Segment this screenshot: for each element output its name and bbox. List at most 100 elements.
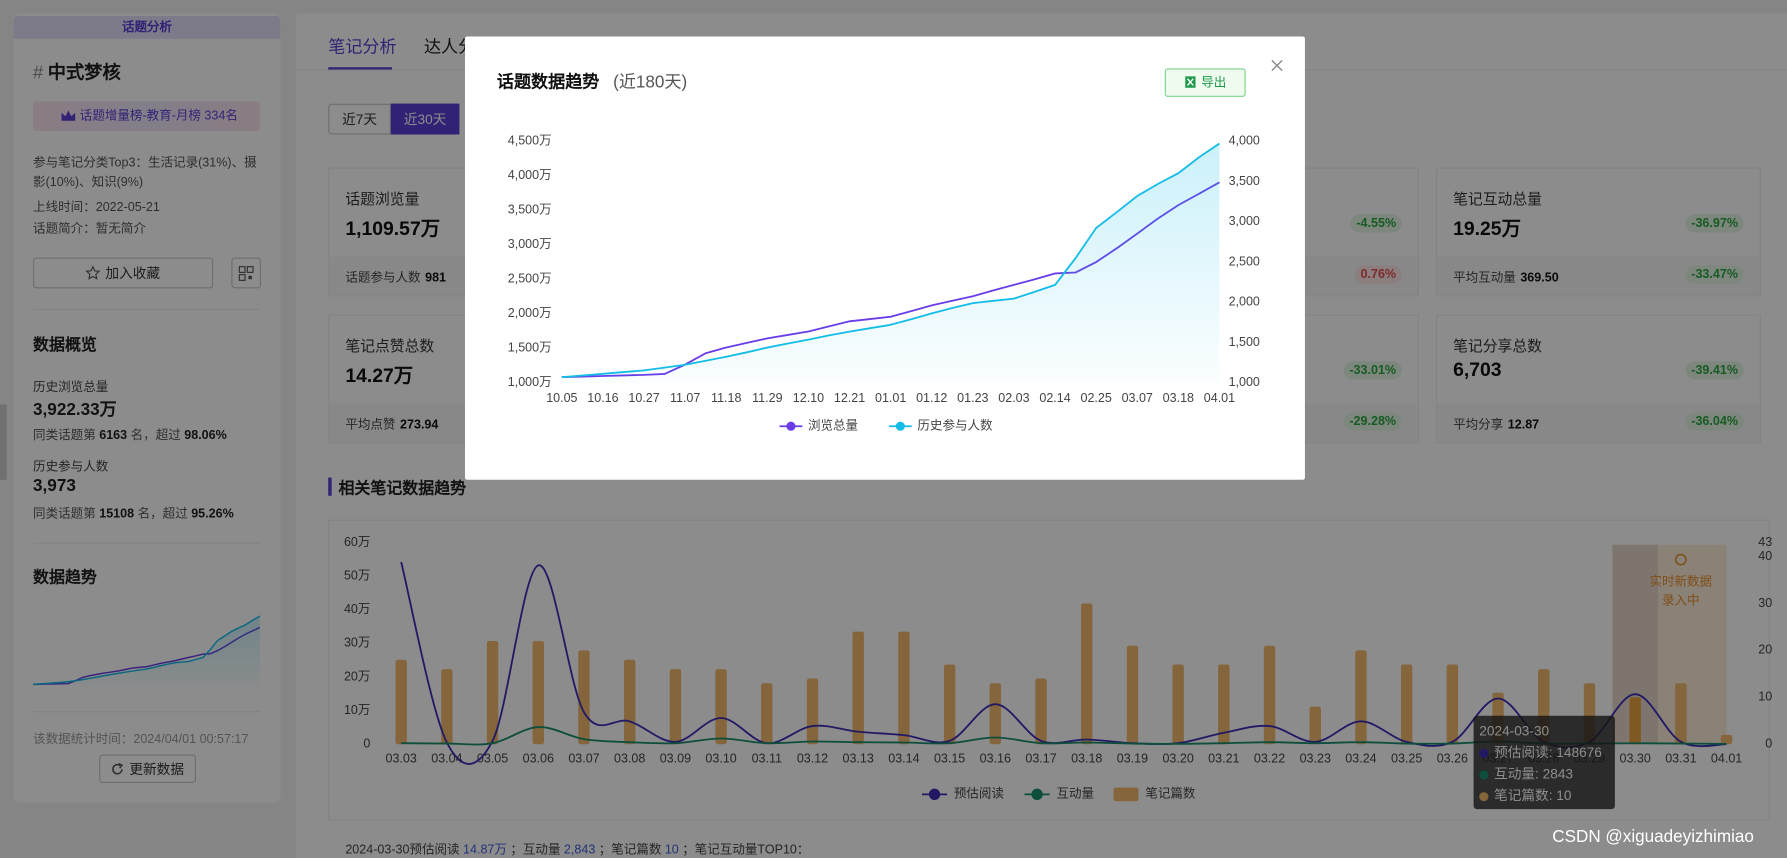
bar	[1035, 678, 1047, 745]
x-tick-label: 12.21	[834, 391, 865, 405]
bar	[1218, 664, 1230, 745]
card-pct: -33.01%	[1343, 361, 1402, 380]
card-title: 笔记互动总量	[1453, 190, 1542, 208]
x-tick-label: 04.01	[1204, 391, 1235, 405]
range-button[interactable]: 近7天	[328, 103, 391, 135]
bar	[1263, 645, 1276, 745]
annotation-line: 录入中	[1662, 594, 1700, 608]
online-text: 上线时间：2022-05-21	[33, 200, 160, 215]
legend-label: 预估阅读	[954, 787, 1004, 801]
close-button[interactable]	[1271, 59, 1283, 72]
overview-title: 数据概览	[33, 335, 97, 354]
bar	[1081, 603, 1093, 745]
rank-number: 6163	[99, 428, 128, 443]
x-tick-label: 03.14	[888, 751, 919, 765]
bar	[578, 650, 590, 745]
topic: # 中式梦核	[33, 57, 121, 84]
card-title: 笔记点赞总数	[345, 337, 435, 355]
favorite-button[interactable]: 加入收藏	[33, 257, 214, 289]
line	[561, 142, 1220, 379]
x-tick-label: 11.07	[670, 391, 700, 405]
x-tick-label: 03.24	[1345, 751, 1376, 765]
divider	[33, 308, 260, 310]
x-tick-label: 03.03	[385, 751, 416, 765]
update-button[interactable]: 更新数据	[99, 754, 197, 783]
legend-label: 浏览总量	[808, 418, 858, 433]
x-tick-label: 11.29	[752, 391, 782, 405]
qr-button[interactable]	[231, 257, 261, 289]
trend-title: 数据趋势	[33, 567, 97, 586]
categories-text: 参与笔记分类Top3：生活记录(31%)、摄影(10%)、知识(9%)	[33, 156, 257, 190]
update-text: 更新数据	[129, 761, 185, 778]
x-tick-label: 01.12	[916, 391, 947, 405]
tab-active[interactable]: 笔记分析	[328, 37, 397, 57]
bar	[1446, 664, 1459, 745]
card-title: 话题浏览量	[345, 190, 420, 208]
y2-tick-label: 3,500	[1229, 174, 1260, 188]
people-label: 历史参与人数	[33, 460, 109, 475]
card-sub-value: 369.50	[1520, 271, 1559, 285]
bar	[852, 631, 864, 745]
y-tick-label: 40万	[344, 602, 370, 616]
views-value: 3,922.33万	[33, 400, 117, 420]
range-button-active[interactable]: 近30天	[390, 103, 460, 135]
stat-card: 笔记互动总量 19.25万 -36.97% 平均互动量 369.50 -33.47%	[1435, 167, 1761, 297]
card-sub-pct: -29.28%	[1343, 412, 1402, 431]
export-button[interactable]: 导出	[1164, 68, 1246, 97]
y-tick-label: 1,500万	[508, 341, 552, 355]
x-tick-label: 03.31	[1665, 751, 1696, 765]
bar	[1126, 645, 1139, 745]
x-tick-label: 03.08	[614, 751, 645, 765]
crown-icon	[61, 110, 76, 121]
rank-banner: 话题增量榜-教育-月榜 334名	[33, 101, 260, 132]
y-tick-label: 2,500万	[508, 272, 552, 286]
x-tick-label: 03.18	[1163, 391, 1194, 405]
line	[32, 615, 261, 686]
refresh-icon	[112, 762, 124, 774]
bar	[486, 640, 499, 745]
rank-number: 15108	[99, 507, 135, 521]
card-sub-pct: -36.04%	[1685, 412, 1744, 431]
x-tick-label: 03.06	[523, 751, 554, 765]
card-value: 6,703	[1453, 358, 1502, 381]
x-tick-label: 03.09	[660, 751, 691, 765]
y-tick-label: 30万	[344, 636, 370, 650]
side-toggle[interactable]	[0, 404, 7, 480]
x-tick-label: 02.03	[998, 391, 1029, 405]
y2-tick-label: 43	[1758, 535, 1772, 549]
x-tick-label: 10.16	[587, 391, 618, 405]
card-sub: 平均分享 12.87	[1453, 415, 1539, 433]
card-sub-value: 12.87	[1507, 418, 1540, 432]
x-tick-label: 01.01	[875, 391, 906, 405]
summary-part: 2,843	[563, 843, 596, 858]
hash: #	[33, 63, 44, 84]
x-tick-label: 10.27	[628, 391, 659, 405]
card-sub-label: 平均点赞	[345, 418, 396, 432]
export-text: 导出	[1201, 76, 1226, 90]
card-sub-label: 话题参与人数	[345, 271, 421, 285]
line	[400, 561, 1727, 765]
chart-box	[328, 519, 1770, 821]
bar	[1400, 664, 1413, 745]
card-sub: 话题参与人数 981	[345, 268, 446, 286]
card-pct: -4.55%	[1350, 214, 1402, 233]
area	[561, 143, 1220, 383]
views-rank: 同类话题第 6163 名，超过 98.06%	[33, 425, 227, 443]
x-tick-label: 03.26	[1437, 751, 1468, 765]
bar	[715, 669, 727, 745]
x-tick-label: 03.17	[1025, 751, 1056, 765]
x-tick-label: 03.23	[1300, 751, 1331, 765]
rank-mid: 名，超过	[130, 428, 181, 443]
card-value: 19.25万	[1453, 217, 1521, 240]
y-tick-label: 0	[363, 737, 370, 751]
summary-part: 10	[664, 843, 679, 858]
rank-prefix: 同类话题第	[33, 428, 96, 443]
bar	[395, 659, 407, 745]
section-title: 相关笔记数据趋势	[338, 478, 467, 497]
annotation-line: 实时新数据	[1649, 574, 1712, 589]
y2-tick-label: 20	[1758, 643, 1772, 657]
y2-tick-label: 0	[1765, 737, 1772, 751]
x-tick-label: 03.15	[934, 751, 965, 765]
